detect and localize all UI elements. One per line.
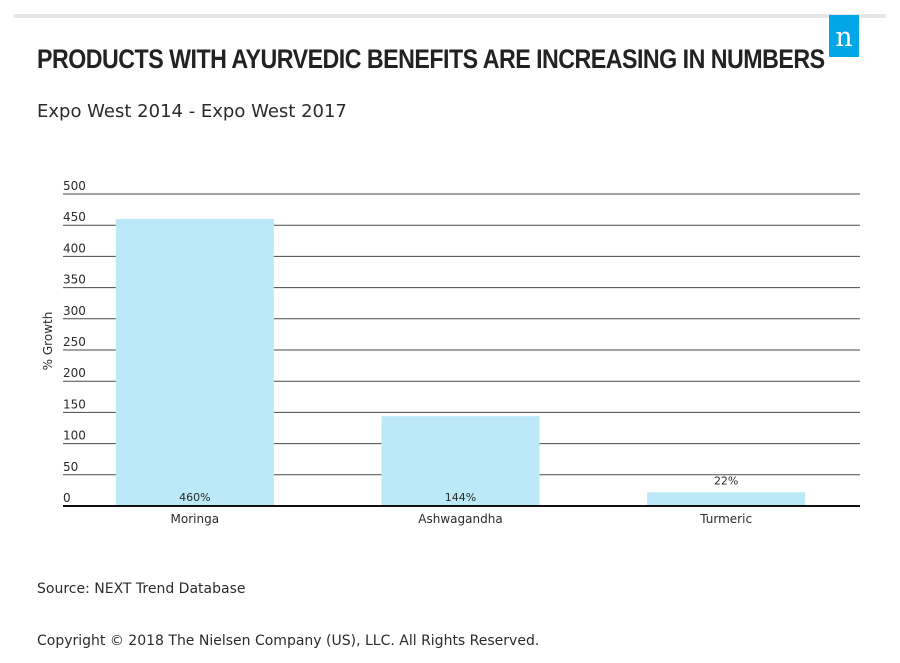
copyright-note: Copyright © 2018 The Nielsen Company (US… xyxy=(37,633,540,649)
bar xyxy=(647,492,806,506)
y-tick-label: 300 xyxy=(63,304,86,318)
data-label: 144% xyxy=(445,491,476,504)
chart-subtitle: Expo West 2014 - Expo West 2017 xyxy=(37,101,347,122)
y-tick-label: 250 xyxy=(63,335,86,349)
y-tick-label: 450 xyxy=(63,210,86,224)
bars xyxy=(115,218,806,506)
x-tick-label: Moringa xyxy=(171,512,220,526)
x-tick-label: Ashwagandha xyxy=(418,512,502,526)
data-labels: 460% 144% 22% xyxy=(179,474,738,504)
data-label: 22% xyxy=(714,474,738,487)
bar xyxy=(115,218,274,506)
y-tick-label: 100 xyxy=(63,429,86,443)
source-note: Source: NEXT Trend Database xyxy=(37,581,246,597)
bar-chart: 0 50 100 150 200 250 300 350 400 450 500 Moringa As… xyxy=(41,179,860,526)
y-tick-label: 150 xyxy=(63,397,86,411)
page-title: PRODUCTS WITH AYURVEDIC BENEFITS ARE INC… xyxy=(37,44,825,74)
y-tick-label: 0 xyxy=(63,491,71,505)
data-label: 460% xyxy=(179,491,210,504)
y-axis-label: % Growth xyxy=(41,312,55,371)
bar xyxy=(381,416,540,506)
x-tick-label: Turmeric xyxy=(699,512,752,526)
y-tick-label: 200 xyxy=(63,366,86,380)
y-tick-label: 50 xyxy=(63,460,78,474)
y-tick-label: 350 xyxy=(63,273,86,287)
y-tick-label: 500 xyxy=(63,179,86,193)
y-tick-labels: 0 50 100 150 200 250 300 350 400 450 500 xyxy=(63,179,86,505)
top-divider xyxy=(14,14,886,18)
y-tick-label: 400 xyxy=(63,241,86,255)
x-tick-labels: Moringa Ashwagandha Turmeric xyxy=(171,512,752,526)
nielsen-logo: n xyxy=(829,15,859,57)
